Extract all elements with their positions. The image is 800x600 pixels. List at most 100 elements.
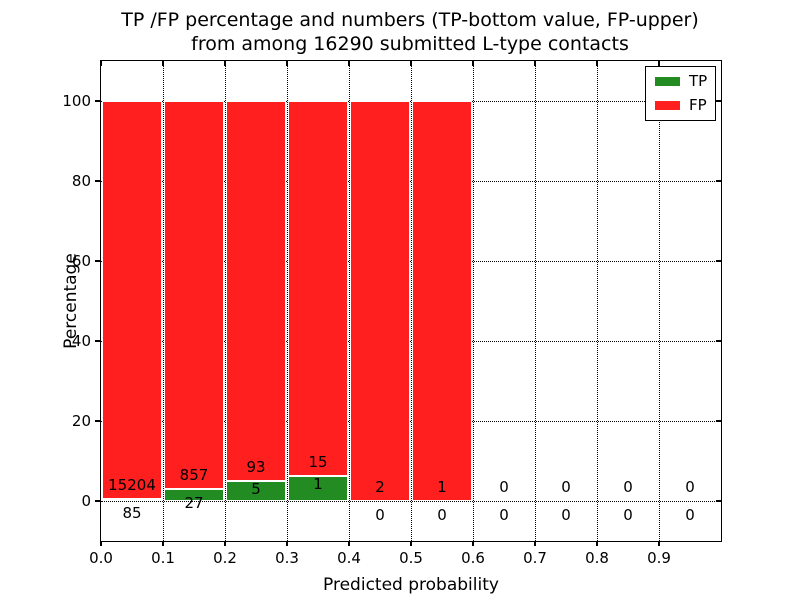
plot-area: 15204 85 857 27 93 5 15 1 2 0 1 0 0 0 0 0 0 0 0 0 0.0 0.1 0.2… <box>61 60 722 595</box>
grid-line-vertical <box>225 61 226 541</box>
legend-label-tp: TP <box>689 72 708 90</box>
y-axis-label: Percentage <box>61 253 81 349</box>
x-tick-mark <box>100 541 102 546</box>
tp-count-label: 5 <box>251 479 261 498</box>
fp-count-label: 2 <box>375 478 385 496</box>
x-tick-mark <box>348 541 350 546</box>
grid-line-vertical <box>349 61 350 541</box>
tp-count-label: 0 <box>437 506 447 524</box>
x-tick-label: 0.1 <box>151 549 175 567</box>
tp-count-label: 27 <box>184 493 204 512</box>
x-tick-mark <box>472 541 474 546</box>
y-tick-mark <box>94 420 100 422</box>
x-tick-label: 0.5 <box>399 549 423 567</box>
fp-count-label: 0 <box>685 478 695 496</box>
grid-line-vertical <box>473 61 474 541</box>
y-tick-mark-right <box>716 180 721 182</box>
tp-color-swatch <box>655 77 680 86</box>
y-tick-mark-right <box>716 340 721 342</box>
bar-segment-fp <box>226 101 286 481</box>
x-tick-label: 0.9 <box>647 549 671 567</box>
x-tick-mark-top <box>596 61 598 66</box>
x-tick-label: 0.7 <box>523 549 547 567</box>
x-tick-mark-top <box>162 61 164 66</box>
bar-segment-tp <box>226 480 286 501</box>
fp-count-label: 0 <box>623 478 633 496</box>
fp-count-label: 1 <box>437 478 447 496</box>
x-tick-mark <box>534 541 536 546</box>
bar-segment-fp <box>350 101 410 501</box>
y-tick-mark <box>94 260 100 262</box>
x-tick-label: 0.2 <box>213 549 237 567</box>
grid-line-vertical <box>163 61 164 541</box>
y-tick-mark <box>94 100 100 102</box>
y-tick-mark-right <box>716 100 721 102</box>
fp-count-label: 15204 <box>108 475 156 494</box>
y-tick-mark <box>94 180 100 182</box>
grid-line-vertical <box>411 61 412 541</box>
bar-segment-tp <box>288 476 348 501</box>
y-tick-mark-right <box>716 260 721 262</box>
x-tick-mark-top <box>658 61 660 66</box>
grid-line-vertical <box>287 61 288 541</box>
fp-count-label: 857 <box>179 465 209 484</box>
x-axis-label: Predicted probability <box>323 575 499 595</box>
grid-line-vertical <box>597 61 598 541</box>
y-tick-label: 0 <box>81 492 91 510</box>
y-tick-label: 20 <box>71 412 91 430</box>
y-tick-mark <box>94 340 100 342</box>
x-tick-mark-top <box>100 61 102 66</box>
y-tick-label: 60 <box>71 252 91 270</box>
legend: TP FP <box>645 66 716 121</box>
y-tick-mark <box>94 500 100 502</box>
fp-count-label: 0 <box>561 478 571 496</box>
x-tick-mark <box>410 541 412 546</box>
tp-count-label: 0 <box>375 506 385 524</box>
x-tick-mark <box>286 541 288 546</box>
tp-count-label: 1 <box>313 475 323 493</box>
x-tick-mark <box>162 541 164 546</box>
y-tick-mark-right <box>716 500 721 502</box>
x-tick-label: 0.6 <box>461 549 485 567</box>
chart-title: TP /FP percentage and numbers (TP-bottom… <box>100 8 720 56</box>
legend-item-fp: FP <box>655 96 707 114</box>
grid-line-vertical <box>535 61 536 541</box>
y-tick-label: 40 <box>71 332 91 350</box>
bar-segment-fp <box>102 101 162 499</box>
tp-count-label: 0 <box>623 506 633 524</box>
tp-count-label: 0 <box>685 506 695 524</box>
fp-color-swatch <box>655 101 680 110</box>
tp-count-label: 85 <box>122 503 142 522</box>
legend-item-tp: TP <box>655 72 708 90</box>
x-tick-label: 0.3 <box>275 549 299 567</box>
fp-count-label: 93 <box>246 457 266 476</box>
x-tick-mark <box>658 541 660 546</box>
x-tick-mark-top <box>472 61 474 66</box>
x-tick-label: 0.8 <box>585 549 609 567</box>
fp-count-label: 0 <box>499 478 509 496</box>
grid-line-vertical <box>659 61 660 541</box>
bar-segment-fp <box>288 101 348 476</box>
x-tick-mark-top <box>286 61 288 66</box>
fp-count-label: 15 <box>308 453 328 471</box>
x-tick-mark-top <box>410 61 412 66</box>
tp-count-label: 0 <box>499 506 509 524</box>
y-tick-label: 80 <box>71 172 91 190</box>
y-tick-mark-right <box>716 420 721 422</box>
bar-segment-tp <box>102 498 162 501</box>
chart-title-line1: TP /FP percentage and numbers (TP-bottom… <box>121 9 699 31</box>
bar-segment-fp <box>164 101 224 489</box>
chart-title-line2: from among 16290 submitted L-type contac… <box>191 33 629 55</box>
x-tick-label: 0.0 <box>89 549 113 567</box>
x-tick-mark-top <box>224 61 226 66</box>
bar-segment-tp <box>164 488 224 501</box>
legend-label-fp: FP <box>689 96 707 114</box>
bar-segment-fp <box>412 101 472 501</box>
y-tick-label: 100 <box>62 92 91 110</box>
x-tick-mark <box>596 541 598 546</box>
x-tick-mark <box>224 541 226 546</box>
x-tick-mark-top <box>534 61 536 66</box>
x-tick-label: 0.4 <box>337 549 361 567</box>
tp-count-label: 0 <box>561 506 571 524</box>
